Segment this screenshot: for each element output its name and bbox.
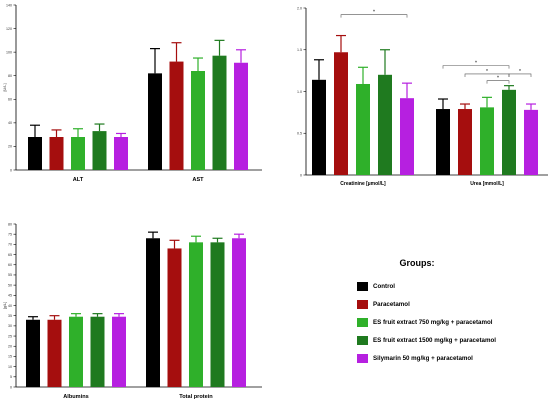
legend-label-paracetamol: Paracetamol <box>373 300 410 308</box>
legend-swatch-es-1500 <box>357 335 368 345</box>
bar-alt-silymarin-50-mg-kg-paracetamol <box>114 137 128 170</box>
bar-albumins-control <box>26 319 40 387</box>
y-tick-label: 0.5 <box>297 132 302 136</box>
bar-creatinine-mol-l-silymarin-50-mg-kg-paracetamol <box>400 98 414 175</box>
x-category-label-albumins: Albumins <box>63 394 88 400</box>
legend-item-control: Control <box>357 277 547 295</box>
significance-bracket <box>486 80 510 84</box>
bar-alt-es-fruit-extract-750-mg-kg-paracetamol <box>71 137 85 170</box>
bar-alt-es-fruit-extract-1500-mg-kg-paracetamol <box>92 131 107 170</box>
y-tick-label: 35 <box>8 314 12 318</box>
bar-urea-mmol-l-control <box>436 109 450 175</box>
significance-marker: * <box>497 76 499 82</box>
bar-urea-mmol-l-silymarin-50-mg-kg-paracetamol <box>524 109 538 175</box>
y-tick-label: 140 <box>6 3 12 7</box>
bar-alt-paracetamol <box>49 137 64 170</box>
y-tick-label: 100 <box>6 50 12 54</box>
y-tick-label: 50 <box>8 283 12 287</box>
bar-total-protein-paracetamol <box>167 248 182 387</box>
x-category-label-alt: ALT <box>73 177 84 183</box>
y-tick-label: 20 <box>8 345 12 349</box>
legend-label-es-750: ES fruit extract 750 mg/kg + paracetamol <box>373 318 493 326</box>
bar-alt-control <box>28 137 42 170</box>
bar-ast-es-fruit-extract-1500-mg-kg-paracetamol <box>212 55 227 170</box>
legend-swatch-control <box>357 281 368 291</box>
bar-ast-paracetamol <box>169 61 184 171</box>
bar-albumins-silymarin-50-mg-kg-paracetamol <box>112 316 126 387</box>
bar-albumins-es-fruit-extract-1500-mg-kg-paracetamol <box>90 316 105 387</box>
bar-ast-control <box>148 73 162 170</box>
x-category-label-ast: AST <box>192 177 204 183</box>
legend-item-silymarin: Silymarin 50 mg/kg + paracetamol <box>357 349 547 367</box>
y-tick-label: 0 <box>10 168 12 172</box>
y-tick-label: 40 <box>8 304 12 308</box>
y-tick-label: 5 <box>10 375 12 379</box>
legend-swatch-silymarin <box>357 353 368 363</box>
y-tick-label: 60 <box>8 98 12 102</box>
y-axis-label: [U/L] <box>3 83 7 91</box>
legend-swatch-paracetamol <box>357 299 368 309</box>
y-tick-label: 10 <box>8 365 12 369</box>
chart-proteins: 0 5 10 15 20 25 30 35 40 45 50 55 60 65 70 75 80 [g/L] Alb… <box>3 222 262 400</box>
bar-albumins-paracetamol <box>47 319 62 387</box>
bar-urea-mmol-l-es-fruit-extract-1500-mg-kg-paracetamol <box>502 89 516 175</box>
bar-albumins-es-fruit-extract-750-mg-kg-paracetamol <box>69 316 83 387</box>
significance-bracket <box>442 65 510 69</box>
significance-marker: * <box>373 10 375 16</box>
y-tick-label: 120 <box>6 27 12 31</box>
y-tick-label: 75 <box>8 232 12 236</box>
y-tick-label: 1.5 <box>297 48 302 52</box>
bar-total-protein-es-fruit-extract-1500-mg-kg-paracetamol <box>210 242 225 387</box>
bar-urea-mmol-l-es-fruit-extract-750-mg-kg-paracetamol <box>480 107 494 175</box>
legend: Groups: Control Paracetamol ES fruit ext… <box>357 258 547 367</box>
bar-total-protein-control <box>146 238 160 387</box>
y-tick-label: 60 <box>8 263 12 267</box>
bar-ast-es-fruit-extract-750-mg-kg-paracetamol <box>191 71 205 170</box>
y-tick-label: 30 <box>8 324 12 328</box>
y-tick-label: 0 <box>300 173 302 177</box>
y-tick-label: 0 <box>10 385 12 389</box>
y-tick-label: 45 <box>8 294 12 298</box>
legend-label-control: Control <box>373 282 395 290</box>
significance-marker: * <box>519 69 521 75</box>
chart-renal: 0 0.5 1.0 1.5 2.0 Creatinine [µmol/L] Urea [mm… <box>297 6 548 187</box>
bar-total-protein-es-fruit-extract-750-mg-kg-paracetamol <box>189 242 203 387</box>
bar-total-protein-silymarin-50-mg-kg-paracetamol <box>232 238 246 387</box>
y-tick-label: 65 <box>8 253 12 257</box>
x-category-label-urea-mmol-l: Urea [mmol/L] <box>470 181 504 187</box>
legend-label-es-1500: ES fruit extract 1500 mg/kg + paracetamo… <box>373 336 496 344</box>
y-tick-label: 20 <box>8 145 12 149</box>
y-tick-label: 80 <box>8 222 12 226</box>
significance-bracket <box>508 73 532 77</box>
significance-bracket <box>340 14 408 18</box>
y-tick-label: 70 <box>8 243 12 247</box>
legend-swatch-es-750 <box>357 317 368 327</box>
bar-urea-mmol-l-paracetamol <box>458 109 472 175</box>
y-tick-label: 80 <box>8 74 12 78</box>
x-category-label-total-protein: Total protein <box>179 394 213 400</box>
bar-ast-silymarin-50-mg-kg-paracetamol <box>234 62 248 170</box>
y-tick-label: 2.0 <box>297 6 302 10</box>
significance-marker: * <box>475 61 477 67</box>
significance-marker: * <box>486 69 488 75</box>
y-tick-label: 55 <box>8 273 12 277</box>
legend-item-es-1500: ES fruit extract 1500 mg/kg + paracetamo… <box>357 331 547 349</box>
legend-item-es-750: ES fruit extract 750 mg/kg + paracetamol <box>357 313 547 331</box>
y-tick-label: 25 <box>8 334 12 338</box>
legend-label-silymarin: Silymarin 50 mg/kg + paracetamol <box>373 354 473 362</box>
chart-enzymes: 0 20 40 60 80 100 120 140 [U/L] ALT AST <box>3 3 262 183</box>
legend-title: Groups: <box>399 258 435 268</box>
x-category-label-creatinine-mol-l: Creatinine [µmol/L] <box>340 181 386 187</box>
bar-creatinine-mol-l-control <box>312 79 326 175</box>
bar-creatinine-mol-l-es-fruit-extract-750-mg-kg-paracetamol <box>356 83 370 175</box>
y-axis-label: [g/L] <box>3 302 7 309</box>
y-tick-label: 40 <box>8 121 12 125</box>
bar-creatinine-mol-l-es-fruit-extract-1500-mg-kg-paracetamol <box>378 74 392 175</box>
legend-item-paracetamol: Paracetamol <box>357 295 547 313</box>
y-tick-label: 1.0 <box>297 90 302 94</box>
bar-creatinine-mol-l-paracetamol <box>334 52 348 175</box>
y-tick-label: 15 <box>8 355 12 359</box>
